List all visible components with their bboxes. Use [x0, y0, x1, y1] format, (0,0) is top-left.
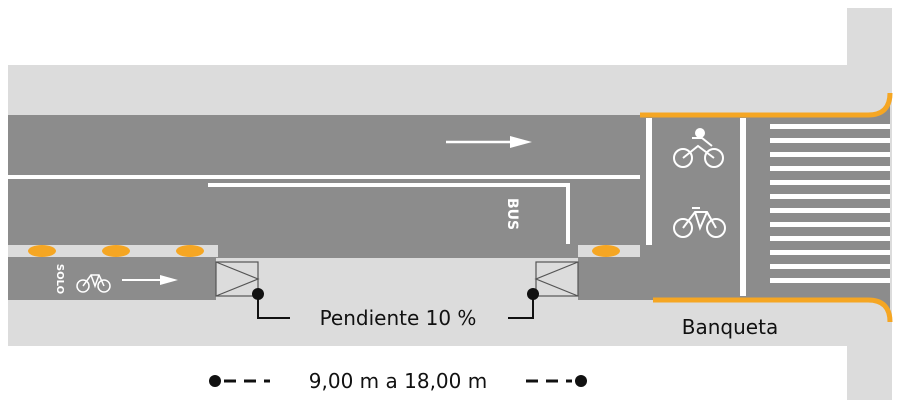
slope-leader	[257, 294, 534, 319]
curb-accents	[640, 92, 893, 323]
direction-arrow-icon	[446, 136, 532, 148]
bicycle-icon	[673, 207, 726, 238]
bus-marking-label: BUS	[504, 198, 520, 230]
direction-arrow-icon	[122, 275, 178, 285]
dimension-endpoint-left	[209, 375, 221, 387]
lane-markings	[8, 118, 746, 296]
ramp-left	[215, 261, 260, 297]
solo-marking-label: SOLO	[54, 264, 65, 294]
sidewalk-top	[8, 65, 890, 115]
bollard	[28, 245, 56, 257]
sidewalk-bottom	[8, 296, 890, 346]
slope-point-left	[252, 288, 264, 300]
slope-label: Pendiente 10 %	[320, 306, 477, 330]
bicycle-icon	[76, 274, 111, 293]
ramp-right	[534, 261, 579, 297]
sidewalk-label: Banqueta	[682, 315, 778, 339]
crosswalk	[770, 124, 890, 283]
motorcycle-icon	[673, 128, 724, 168]
intersection-area	[640, 115, 890, 300]
curb-accent-bottom	[653, 297, 893, 323]
bollard	[102, 245, 130, 257]
slope-point-right	[527, 288, 539, 300]
curb-accent-top	[640, 92, 893, 118]
separator-band	[8, 245, 640, 257]
bollard	[176, 245, 204, 257]
dimension-endpoint-right	[575, 375, 587, 387]
bike-lane-left	[8, 258, 216, 300]
bus-lane-marking	[208, 183, 570, 244]
dimension-label: 9,00 m a 18,00 m	[309, 369, 487, 393]
dimension-indicator: 9,00 m a 18,00 m	[209, 369, 587, 393]
bollard	[592, 245, 620, 257]
roadway	[8, 93, 890, 322]
